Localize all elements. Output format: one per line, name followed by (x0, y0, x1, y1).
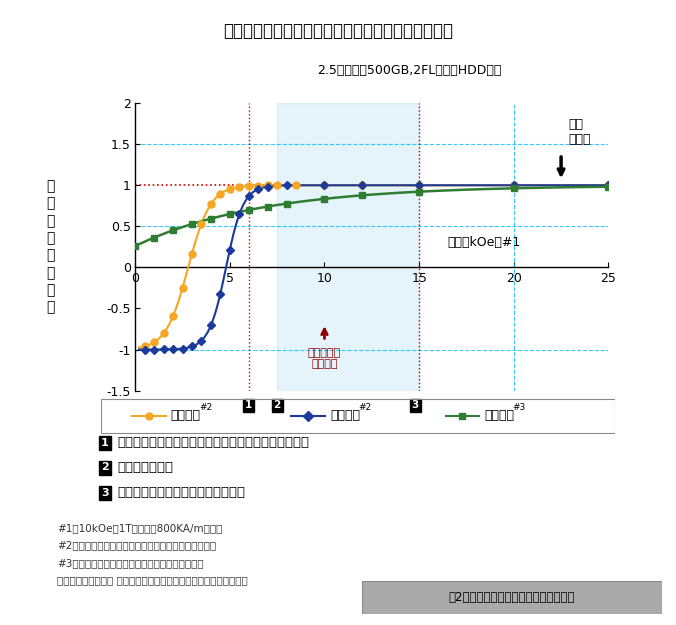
Text: 規
格
化
し
た
磁
化
量: 規 格 化 し た 磁 化 量 (46, 179, 54, 314)
Text: 面内磁界の場合、大きな磁界が必要: 面内磁界の場合、大きな磁界が必要 (117, 486, 245, 499)
Text: 斜め方向: 斜め方向 (171, 409, 201, 422)
Text: 垂直方向: 垂直方向 (330, 409, 360, 422)
Text: #2：垂直方向および斜め方向は、残留磁化曲線を測定: #2：垂直方向および斜め方向は、残留磁化曲線を測定 (57, 541, 216, 551)
Text: 面内方向: 面内方向 (484, 409, 514, 422)
Text: #2: #2 (199, 403, 212, 412)
Text: 垂直磁界の場合: 垂直磁界の場合 (117, 461, 173, 474)
Text: 2.5インチ〈500GB,2FL〉垂直HDD製品: 2.5インチ〈500GB,2FL〉垂直HDD製品 (318, 64, 502, 78)
Text: 磁界（kOe）#1: 磁界（kOe）#1 (448, 236, 521, 249)
Text: #3: #3 (512, 403, 526, 412)
Text: 2: 2 (101, 462, 109, 472)
Text: 斜め磁界の場合、小さな磁界で磁化（信号）を消せる: 斜め磁界の場合、小さな磁界で磁化（信号）を消せる (117, 436, 309, 449)
Text: 3: 3 (412, 401, 419, 411)
Text: 考察：磁界の印加方向と磁化（記録ビット）の消去: 考察：磁界の印加方向と磁化（記録ビット）の消去 (223, 22, 453, 40)
Text: 磁化曲線の飽和点 近傍で磁化反転が生じるため、磁化曲線を想定: 磁化曲線の飽和点 近傍で磁化反転が生じるため、磁化曲線を想定 (57, 576, 248, 586)
Text: 磁化
飽和点: 磁化 飽和点 (569, 118, 591, 146)
Text: 消磁装置の
最大磁界: 消磁装置の 最大磁界 (308, 348, 341, 369)
Text: 3: 3 (101, 488, 109, 498)
Text: 図2資料提供：東北大学電気通信研究所: 図2資料提供：東北大学電気通信研究所 (449, 591, 575, 604)
Text: 1: 1 (245, 401, 252, 411)
Text: #2: #2 (358, 403, 371, 412)
Text: 1: 1 (101, 438, 109, 448)
Text: #3：面内方向は磁化回転により磁化機構が進行し: #3：面内方向は磁化回転により磁化機構が進行し (57, 558, 204, 568)
Text: 2: 2 (274, 401, 281, 411)
Bar (277, 103, 419, 391)
Text: #1：10kOeは1Tおよび約800KA/mに相当: #1：10kOeは1Tおよび約800KA/mに相当 (57, 523, 223, 533)
